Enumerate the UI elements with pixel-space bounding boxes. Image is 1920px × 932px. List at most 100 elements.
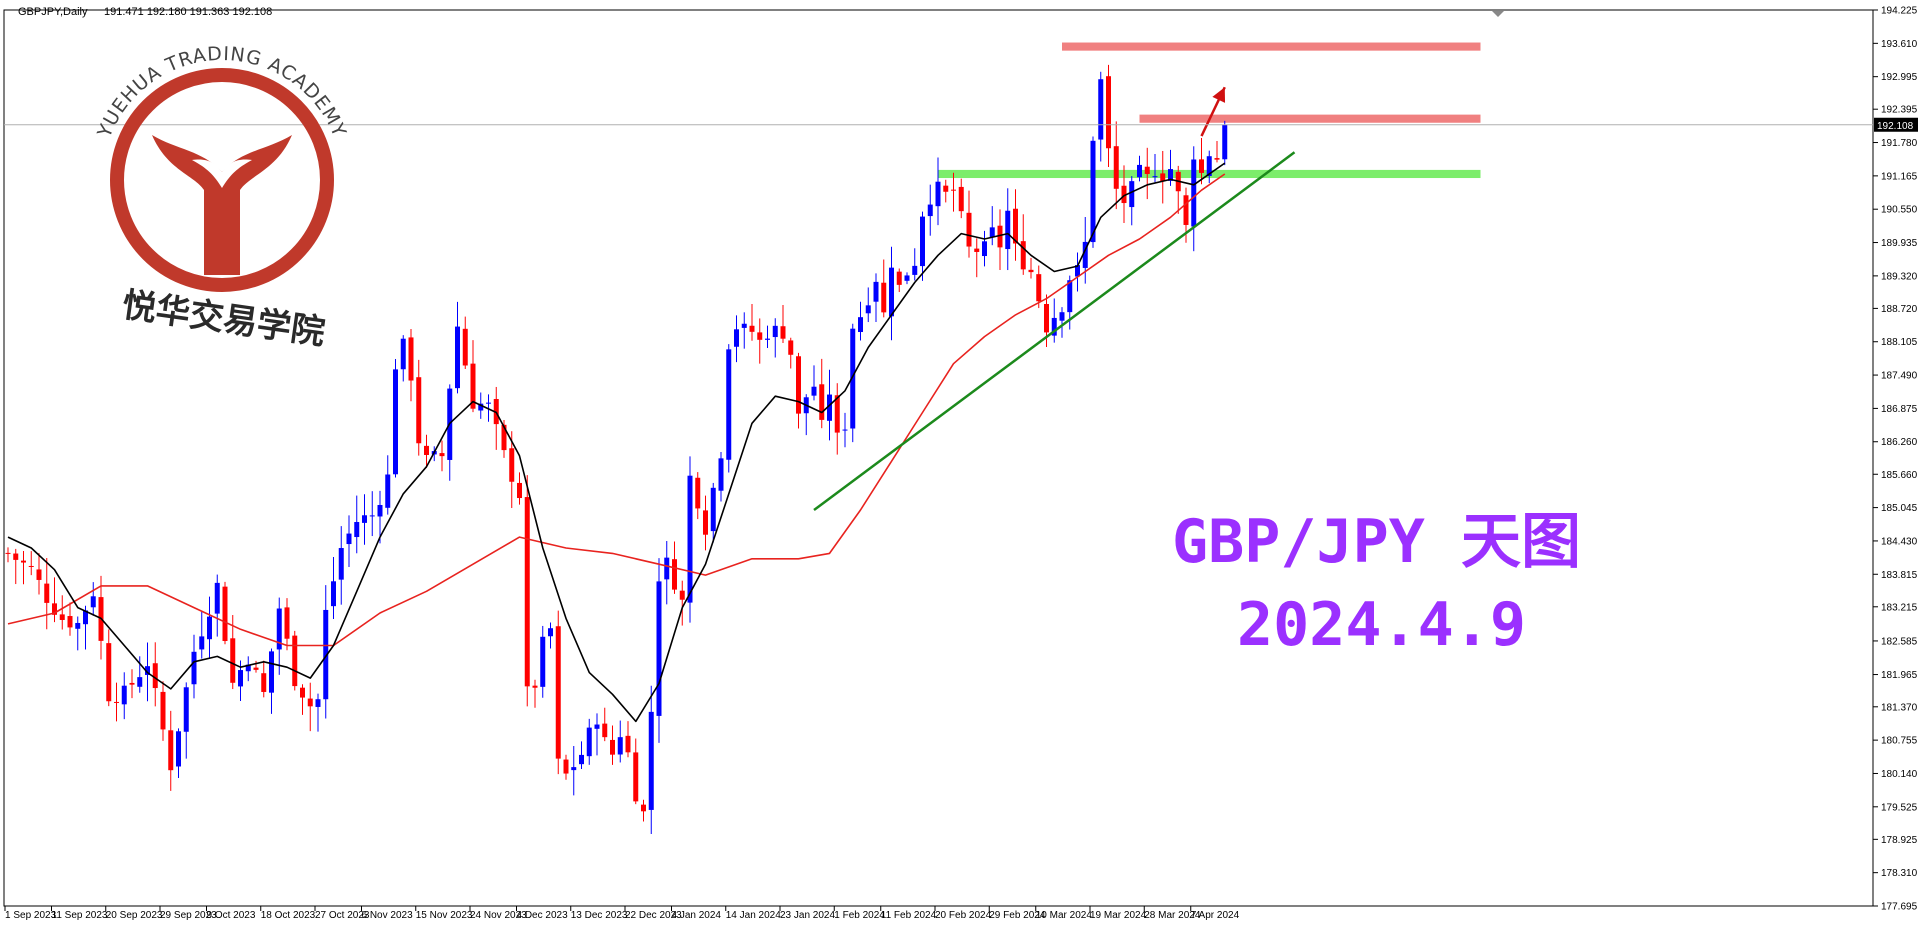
annotation-title: GBP/JPY 天图 (1172, 507, 1581, 577)
candle-bearish (532, 679, 538, 708)
candle-bullish (315, 693, 321, 732)
candle-bullish (393, 358, 398, 478)
candle-body (1137, 164, 1142, 178)
candle-body (974, 248, 980, 252)
y-tick-label: 179.525 (1881, 802, 1918, 813)
candle-bearish (230, 615, 236, 690)
candle-body (1214, 158, 1220, 160)
candle-bullish (811, 365, 817, 401)
candle-bearish (300, 684, 305, 715)
candle-bullish (385, 455, 391, 515)
candle-body (710, 487, 716, 532)
candle-body (354, 522, 360, 538)
candle-body (183, 687, 189, 732)
candle-body (377, 504, 383, 517)
candle-body (811, 386, 817, 396)
candle-bullish (331, 556, 336, 620)
candle-bullish (1152, 153, 1158, 183)
candle-bearish (307, 682, 313, 732)
candle-body (881, 282, 887, 313)
candle-body (1168, 169, 1173, 181)
candle-bearish (834, 383, 840, 455)
candle-body (1051, 317, 1057, 336)
current-price-label: 192.108 (1877, 121, 1914, 132)
candle-body (579, 754, 584, 765)
candle-bullish (362, 494, 367, 545)
candle-bullish (989, 206, 995, 246)
candle-body (269, 651, 274, 693)
y-tick-label: 190.550 (1881, 205, 1918, 216)
candle-body (672, 559, 677, 590)
y-tick-label: 180.140 (1881, 769, 1918, 780)
candle-body (83, 610, 88, 625)
x-tick-label: 29 Feb 2024 (989, 910, 1046, 921)
candle-body (214, 582, 220, 614)
candle-body (749, 325, 755, 332)
candle-bullish (912, 248, 918, 281)
x-tick-label: 10 Mar 2024 (1036, 910, 1093, 921)
candle-body (28, 565, 34, 567)
candle-body (943, 185, 949, 192)
candle-bullish (1206, 150, 1212, 184)
candle-body (1059, 312, 1065, 321)
candle-bullish (199, 611, 205, 659)
candle-bullish (1075, 252, 1080, 292)
candle-body (13, 553, 19, 560)
candle-body (338, 548, 344, 580)
y-tick-label: 177.695 (1881, 902, 1918, 913)
candle-body (827, 394, 832, 421)
candle-bullish (710, 482, 716, 543)
y-tick-label: 181.965 (1881, 670, 1918, 681)
candle-bullish (1005, 188, 1011, 271)
candle-bearish (13, 548, 19, 585)
candle-bearish (610, 725, 615, 765)
candle-bullish (455, 301, 460, 394)
candle-bearish (292, 630, 298, 691)
chart-header-symbol: GBPJPY,Daily (18, 6, 88, 18)
candle-body (1028, 269, 1034, 273)
y-tick-label: 178.310 (1881, 868, 1918, 879)
candle-bullish (579, 741, 584, 769)
candle-body (935, 181, 941, 207)
candle-bullish (323, 585, 329, 719)
x-tick-label: 20 Feb 2024 (935, 910, 992, 921)
candle-body (958, 186, 964, 212)
candle-bearish (819, 358, 825, 429)
candle-body (540, 636, 546, 687)
candle-body (284, 607, 290, 639)
x-tick-label: 9 Oct 2023 (207, 910, 256, 921)
candle-bullish (850, 323, 856, 443)
candle-bullish (586, 718, 592, 765)
candle-bearish (160, 681, 166, 741)
candle-body (168, 730, 174, 771)
candle-body (571, 767, 577, 771)
candle-body (904, 275, 910, 281)
candle-body (726, 349, 732, 460)
candle-bearish (788, 337, 794, 369)
x-tick-label: 29 Sep 2023 (160, 910, 217, 921)
x-tick-label: 27 Oct 2023 (315, 910, 370, 921)
candle-bullish (121, 672, 127, 720)
candle-body (1106, 76, 1111, 149)
candle-bearish (563, 754, 569, 780)
y-tick-label: 192.995 (1881, 72, 1918, 83)
scroll-marker-icon (1492, 11, 1504, 17)
candle-bullish (1222, 120, 1228, 166)
candle-bullish (734, 315, 739, 363)
candle-bearish (284, 598, 290, 651)
candle-bullish (269, 648, 274, 714)
candle-body (276, 608, 282, 650)
candle-body (734, 329, 739, 347)
candle-bullish (772, 318, 778, 358)
candle-bullish (842, 412, 848, 448)
candle-bearish (67, 602, 73, 636)
candle-body (191, 651, 197, 685)
candle-bullish (765, 325, 770, 349)
x-tick-label: 20 Sep 2023 (106, 910, 163, 921)
candle-body (439, 453, 445, 457)
candle-body (594, 724, 600, 729)
candle-body (199, 636, 205, 650)
candle-bearish (943, 179, 949, 203)
candle-bullish (338, 526, 344, 605)
candle-body (1075, 265, 1080, 277)
